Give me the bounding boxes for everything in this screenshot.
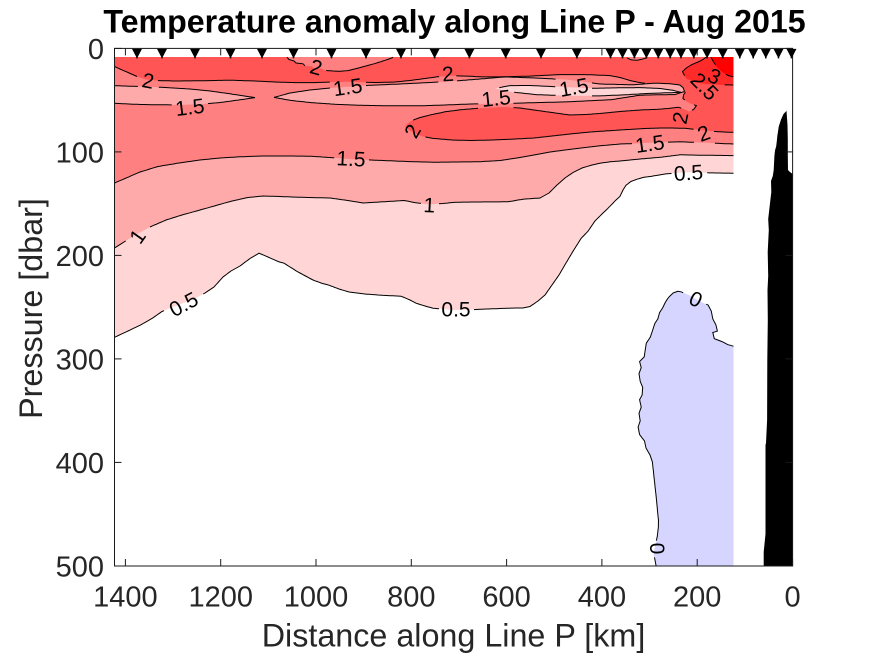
svg-text:1.5: 1.5 <box>336 147 366 171</box>
svg-text:1000: 1000 <box>284 582 349 614</box>
svg-text:Distance along Line P [km]: Distance along Line P [km] <box>262 618 646 654</box>
svg-text:2: 2 <box>140 69 156 94</box>
svg-text:2: 2 <box>669 110 694 126</box>
svg-text:1.5: 1.5 <box>634 131 666 158</box>
svg-text:1.5: 1.5 <box>174 95 206 121</box>
svg-text:300: 300 <box>56 345 104 377</box>
svg-text:100: 100 <box>56 138 104 170</box>
svg-text:0: 0 <box>785 582 801 614</box>
svg-text:1.5: 1.5 <box>480 86 511 112</box>
svg-text:Temperature anomaly along Line: Temperature anomaly along Line P - Aug 2… <box>103 4 805 40</box>
svg-text:400: 400 <box>56 448 104 480</box>
svg-text:400: 400 <box>578 582 626 614</box>
svg-text:1200: 1200 <box>188 582 253 614</box>
svg-text:2: 2 <box>307 55 324 80</box>
svg-text:200: 200 <box>56 241 104 273</box>
svg-text:0.5: 0.5 <box>441 298 470 321</box>
svg-text:1400: 1400 <box>93 582 158 614</box>
svg-text:200: 200 <box>673 582 721 614</box>
svg-text:800: 800 <box>387 582 435 614</box>
svg-text:0.5: 0.5 <box>673 161 704 186</box>
svg-text:500: 500 <box>56 552 104 584</box>
svg-text:2: 2 <box>441 63 454 87</box>
svg-text:1.5: 1.5 <box>332 74 364 101</box>
svg-text:1.5: 1.5 <box>558 74 591 102</box>
svg-text:0: 0 <box>88 34 104 66</box>
svg-text:1: 1 <box>423 194 436 218</box>
svg-text:0: 0 <box>645 543 668 555</box>
svg-text:600: 600 <box>482 582 530 614</box>
svg-text:Pressure [dbar]: Pressure [dbar] <box>13 198 49 419</box>
